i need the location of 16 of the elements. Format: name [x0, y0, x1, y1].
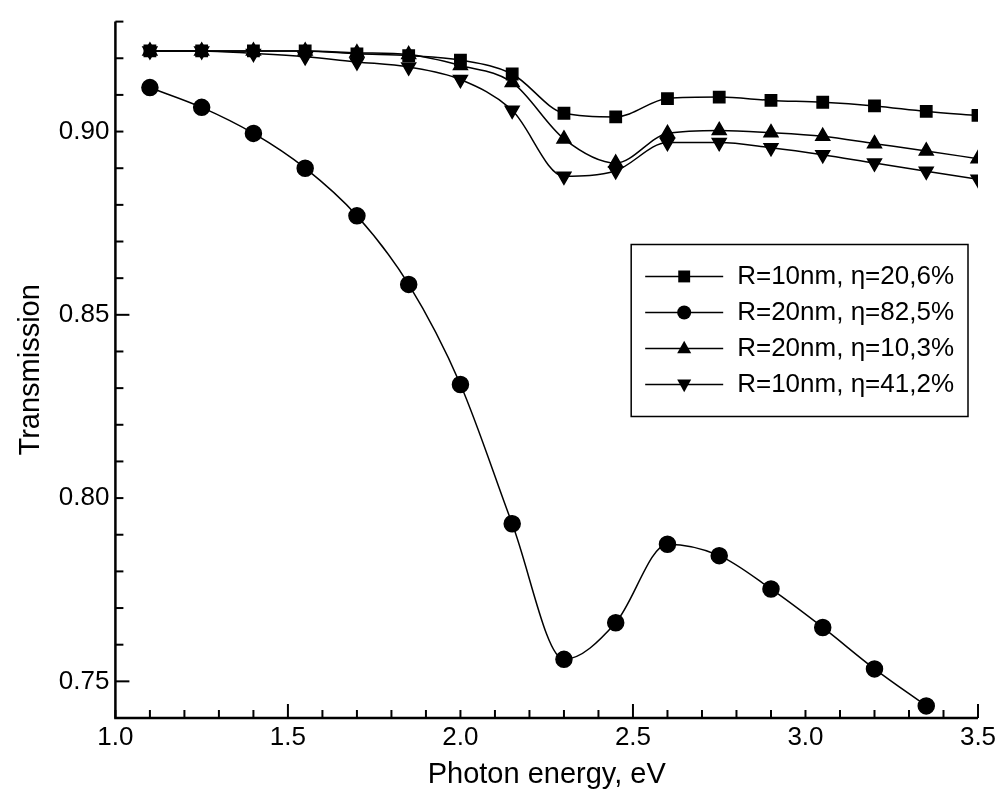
y-tick-label: 0.90	[58, 114, 110, 145]
y-axis-title: Transmission	[13, 284, 46, 456]
y-tick-label: 0.85	[58, 297, 110, 328]
y-tick-label: 0.75	[58, 664, 110, 695]
y-tick-label: 0.80	[58, 481, 110, 512]
x-tick-label: 2.0	[442, 720, 479, 751]
legend-label: R=10nm, η=20,6%	[737, 259, 954, 290]
x-tick-label: 3.5	[959, 720, 997, 751]
x-tick-label: 3.0	[787, 720, 824, 751]
x-tick-label: 2.5	[614, 720, 652, 751]
x-axis-title: Photon energy, eV	[427, 756, 667, 789]
x-tick-label: 1.5	[269, 720, 306, 751]
x-tick-label: 1.0	[97, 720, 134, 751]
legend-label: R=20nm, η=10,3%	[737, 331, 954, 362]
legend-label: R=10nm, η=41,2%	[737, 367, 954, 398]
legend-label: R=20nm, η=82,5%	[737, 295, 954, 326]
